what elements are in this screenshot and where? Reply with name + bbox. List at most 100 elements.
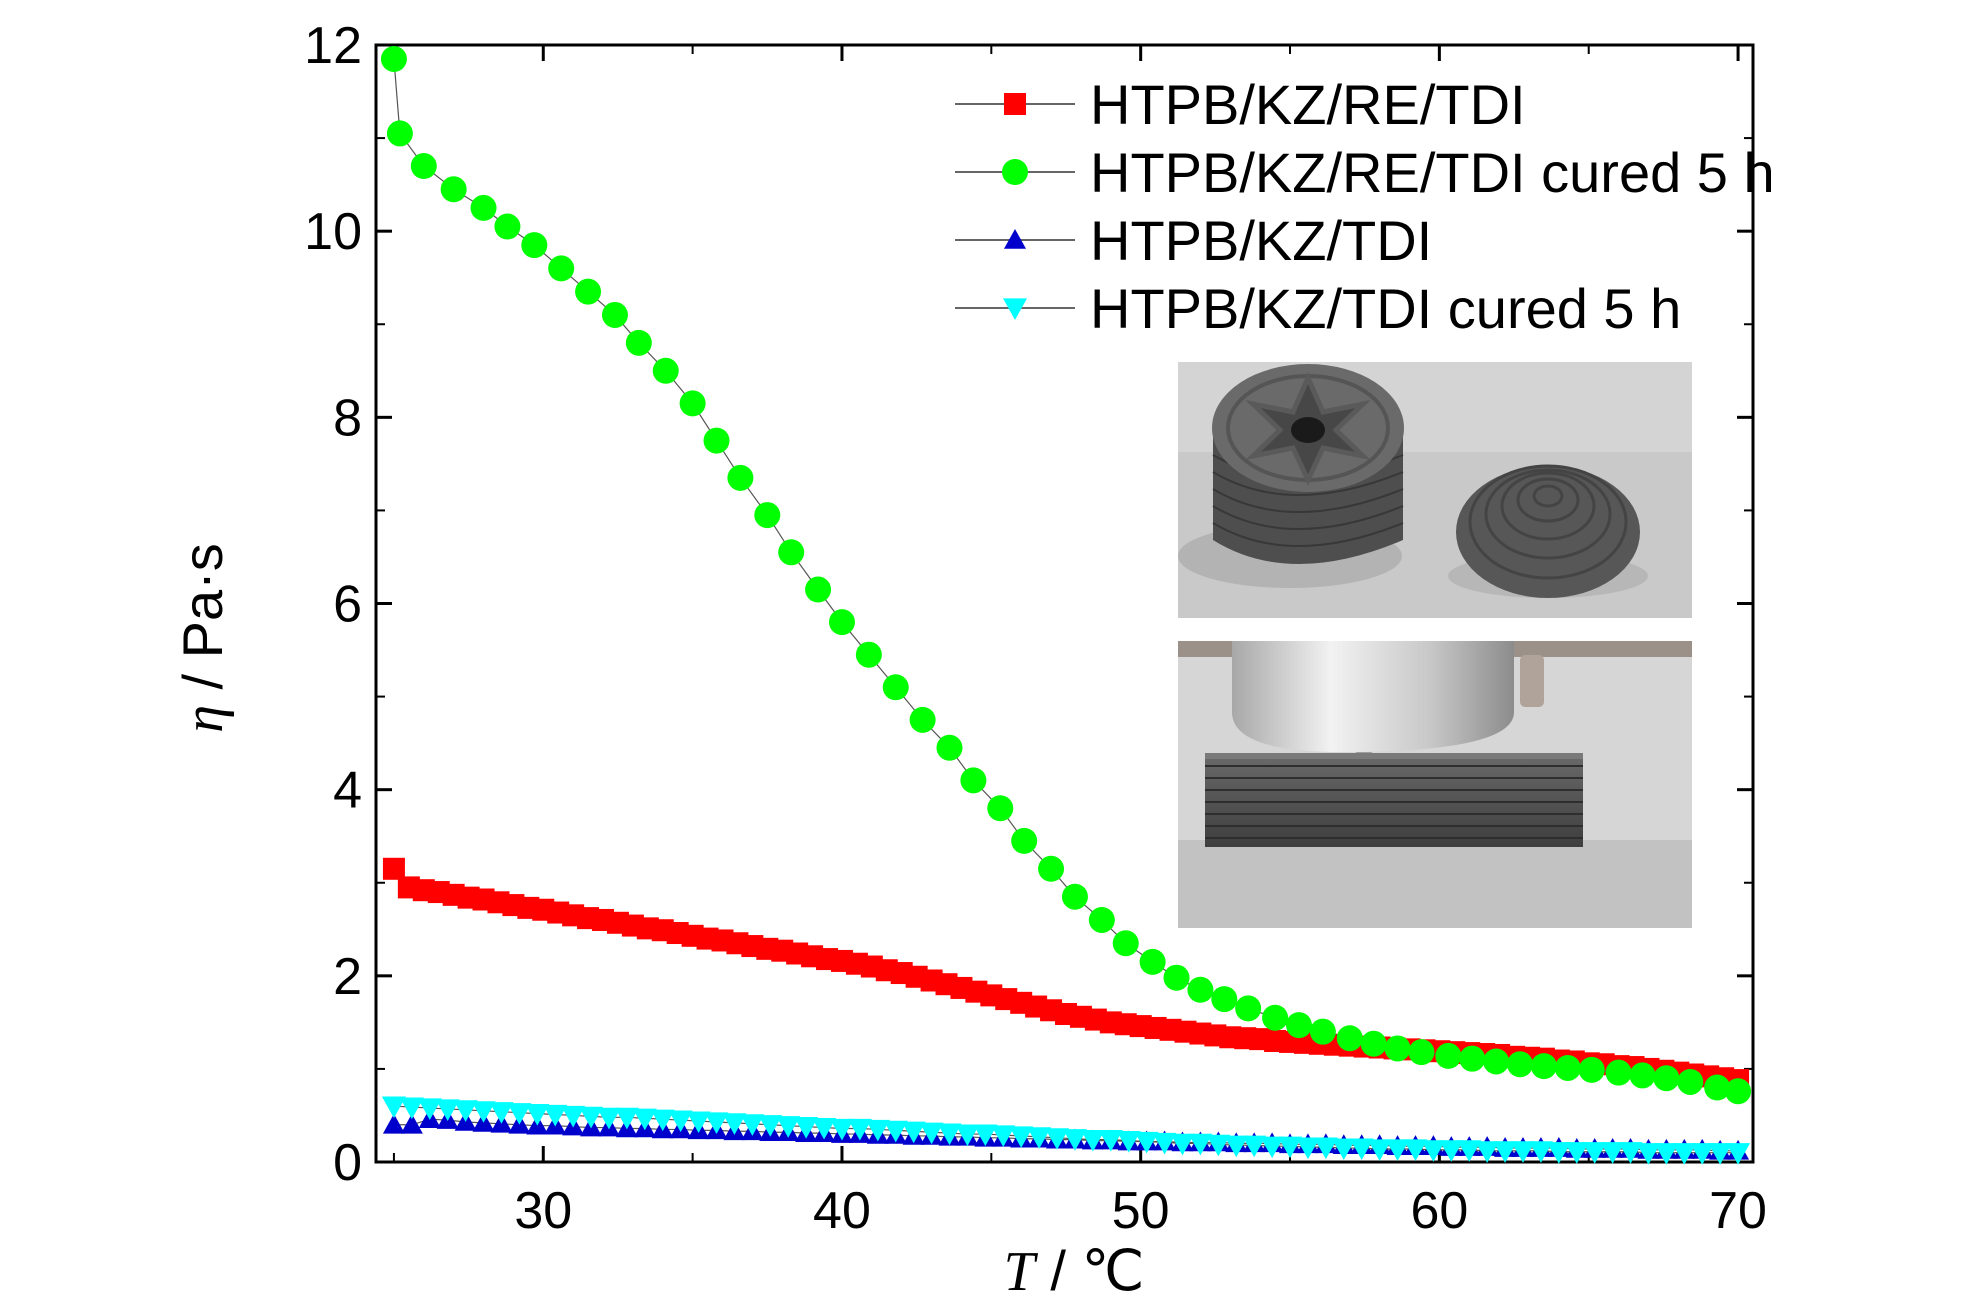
data-point xyxy=(1459,1045,1486,1072)
data-point xyxy=(1235,995,1262,1022)
data-point xyxy=(1134,1131,1159,1154)
data-point xyxy=(1384,1035,1411,1062)
data-point xyxy=(1098,1130,1123,1152)
data-point xyxy=(1507,1051,1534,1078)
data-point xyxy=(440,176,467,203)
data-series xyxy=(380,45,1752,1165)
data-point xyxy=(955,1124,980,1147)
printing-process-photo xyxy=(1178,641,1692,928)
data-point xyxy=(1403,1139,1428,1161)
data-point xyxy=(794,1117,819,1139)
data-point xyxy=(1011,827,1038,854)
legend-entry-0: HTPB/KZ/RE/TDI xyxy=(955,73,1526,136)
data-point xyxy=(521,232,548,259)
data-point xyxy=(632,1108,657,1131)
data-point xyxy=(1088,906,1115,933)
data-point xyxy=(1009,1126,1034,1148)
data-point xyxy=(575,278,602,305)
data-point xyxy=(507,1103,532,1125)
data-point xyxy=(704,1112,729,1134)
axes: 30 40 50 60 70 0 2 4 6 8 10 12 xyxy=(304,17,1767,1240)
data-point xyxy=(1080,1130,1105,1152)
y-axis-unit: / Pa·s xyxy=(171,543,234,705)
data-point xyxy=(686,1111,711,1134)
data-point xyxy=(1187,976,1214,1003)
data-point xyxy=(1152,1132,1177,1155)
data-point xyxy=(1139,948,1166,975)
data-point xyxy=(1530,1053,1557,1080)
data-point xyxy=(1578,1056,1605,1083)
data-point xyxy=(489,1102,514,1124)
data-point xyxy=(1672,1143,1697,1165)
data-point xyxy=(1582,1142,1607,1164)
legend-entry-3: HTPB/KZ/TDI cured 5 h xyxy=(955,277,1681,340)
series-3 xyxy=(381,1096,1751,1165)
data-point xyxy=(399,1097,424,1120)
data-point xyxy=(1385,1139,1410,1161)
data-point xyxy=(1112,930,1139,957)
data-point xyxy=(1546,1142,1571,1164)
data-point xyxy=(1367,1139,1392,1161)
data-point xyxy=(579,1106,604,1129)
data-point xyxy=(865,1119,890,1142)
data-point xyxy=(1704,1074,1731,1101)
data-point xyxy=(1636,1143,1661,1165)
y-axis-symbol: η xyxy=(173,705,235,733)
legend-marker xyxy=(1004,229,1026,249)
y-tick-label: 2 xyxy=(333,948,362,1006)
data-point xyxy=(1653,1065,1680,1092)
x-tick-label: 60 xyxy=(1410,1182,1468,1240)
x-tick-label: 30 xyxy=(514,1182,572,1240)
legend-label: HTPB/KZ/TDI cured 5 h xyxy=(1090,277,1681,340)
data-point xyxy=(909,706,936,733)
data-point xyxy=(453,1100,478,1122)
series-line xyxy=(393,1118,1739,1152)
data-point xyxy=(614,1107,639,1130)
data-point xyxy=(652,357,679,384)
data-point xyxy=(386,120,413,147)
data-point xyxy=(471,1101,496,1123)
data-point xyxy=(381,1096,406,1119)
data-point xyxy=(543,1104,568,1127)
data-point xyxy=(1206,1134,1231,1157)
data-point xyxy=(1421,1140,1446,1162)
data-point xyxy=(1483,1048,1510,1075)
data-point xyxy=(1027,1127,1052,1149)
data-point xyxy=(1038,855,1065,882)
data-point xyxy=(382,857,405,880)
data-point xyxy=(1690,1143,1715,1165)
data-point xyxy=(1313,1137,1338,1160)
data-point xyxy=(494,213,521,240)
data-point xyxy=(936,734,963,761)
data-point xyxy=(1295,1137,1320,1160)
x-axis-symbol: T xyxy=(1004,1241,1039,1299)
data-point xyxy=(1188,1133,1213,1156)
data-point xyxy=(812,1117,837,1140)
legend-marker xyxy=(1003,298,1027,320)
data-point xyxy=(1457,1140,1482,1162)
data-point xyxy=(435,1099,460,1121)
data-point xyxy=(805,576,832,603)
legend-entry-2: HTPB/KZ/TDI xyxy=(955,209,1432,272)
data-point xyxy=(410,153,437,180)
data-point xyxy=(382,1113,405,1134)
data-point xyxy=(901,1121,926,1144)
data-point xyxy=(991,1125,1016,1148)
data-point xyxy=(1408,1039,1435,1066)
data-point xyxy=(1511,1141,1536,1163)
data-point xyxy=(722,1113,747,1135)
data-point xyxy=(1600,1142,1625,1164)
data-point xyxy=(548,255,575,282)
legend-label: HTPB/KZ/RE/TDI cured 5 h xyxy=(1090,141,1775,204)
data-point xyxy=(1439,1140,1464,1162)
data-point xyxy=(758,1115,783,1137)
printed-grain-samples-photo xyxy=(1178,362,1692,618)
series-line xyxy=(393,1105,1739,1154)
x-tick-label: 70 xyxy=(1709,1182,1767,1240)
data-point xyxy=(1224,1135,1249,1158)
data-point xyxy=(727,464,754,491)
legend-entry-1: HTPB/KZ/RE/TDI cured 5 h xyxy=(955,141,1775,204)
data-point xyxy=(1435,1042,1462,1069)
data-point xyxy=(1211,986,1238,1013)
